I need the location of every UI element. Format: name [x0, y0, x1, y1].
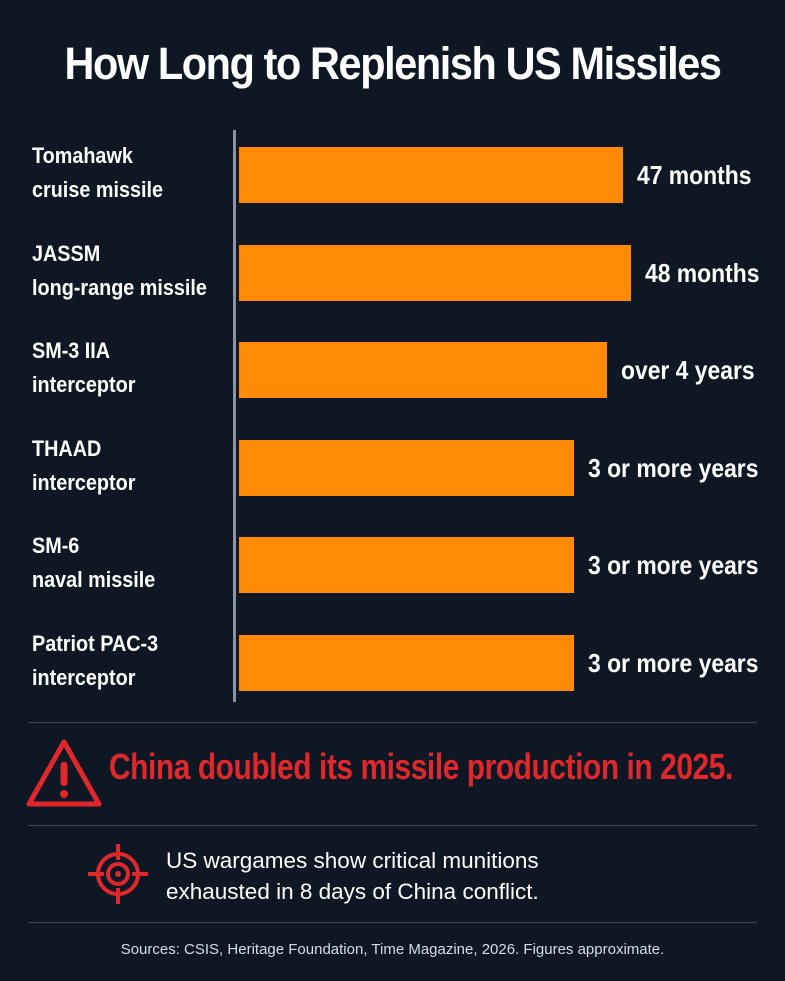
bar-category-label: JASSM long-range missile: [32, 237, 207, 305]
wargame-note-line-2: exhausted in 8 days of China conflict.: [166, 879, 539, 904]
bar-category-name: Patriot PAC-3: [32, 630, 159, 656]
bar-category-subtitle: long-range missile: [32, 274, 207, 300]
bar: [239, 537, 574, 593]
bar-value-label: 3 or more years: [588, 647, 759, 678]
bar: [239, 244, 631, 301]
divider-middle: [28, 825, 757, 826]
bar-category-subtitle: cruise missile: [32, 177, 163, 202]
bar-category-label: Tomahawk cruise missile: [32, 139, 163, 207]
bar-value-label: over 4 years: [621, 355, 755, 385]
warning-text: China doubled its missile production in …: [109, 746, 733, 787]
bar-category-subtitle: interceptor: [32, 664, 136, 690]
divider-top: [28, 722, 757, 723]
wargame-note-line-1: US wargames show critical munitions: [166, 848, 539, 873]
page-title: How Long to Replenish US Missiles: [64, 38, 721, 89]
bar-category-label: SM-3 IIA interceptor: [32, 334, 135, 402]
bar-value-label: 47 months: [637, 160, 752, 190]
bar-category-subtitle: interceptor: [32, 372, 136, 397]
bar: [239, 439, 574, 496]
bar-category-name: JASSM: [32, 240, 101, 266]
bar-category-subtitle: naval missile: [32, 567, 156, 592]
wargame-note: US wargames show critical munitions exha…: [166, 845, 539, 907]
bar-value-label: 3 or more years: [588, 550, 759, 580]
bar-category-label: SM-6 naval missile: [32, 529, 155, 597]
sources-footnote: Sources: CSIS, Heritage Foundation, Time…: [120, 941, 665, 958]
chart-axis-line: [233, 130, 236, 702]
crosshair-icon: [88, 844, 148, 904]
bar-category-name: THAAD: [32, 435, 102, 461]
bar-category-name: Tomahawk: [32, 143, 133, 168]
bar-value-label: 48 months: [645, 257, 760, 288]
divider-bottom: [28, 922, 757, 923]
bar-category-subtitle: interceptor: [32, 469, 136, 495]
bar: [239, 634, 574, 691]
bar-category-label: THAAD interceptor: [32, 432, 135, 500]
bar-value-label: 3 or more years: [588, 452, 759, 483]
warning-triangle-icon: [26, 739, 102, 807]
bar-category-name: SM-3 IIA: [32, 338, 111, 363]
bar-category-label: Patriot PAC-3 interceptor: [32, 627, 158, 695]
bar: [239, 147, 623, 203]
bar-category-name: SM-6: [32, 533, 80, 558]
bar: [239, 342, 607, 398]
warning-callout: China doubled its missile production in …: [24, 736, 784, 812]
